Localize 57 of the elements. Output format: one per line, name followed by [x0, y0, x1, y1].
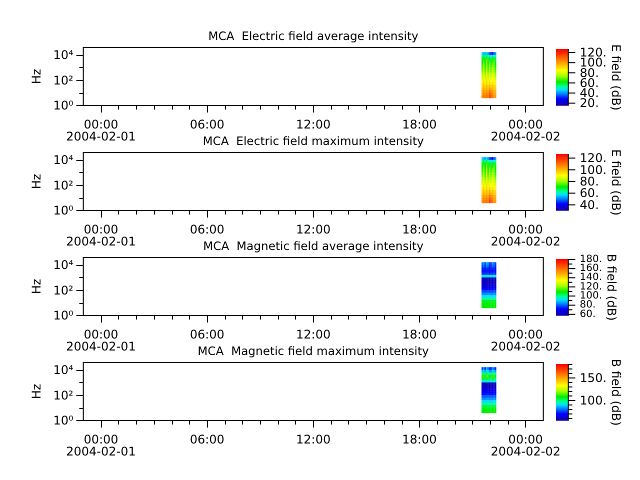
color-bar-label: 140.	[580, 272, 602, 284]
y-tick-label: 10⁰	[53, 204, 74, 218]
x-tick-label: 00:00 2004-02-02	[490, 328, 560, 354]
x-tick-label: 06:00	[190, 328, 224, 342]
y-tick-label: 10⁰	[53, 414, 74, 428]
color-bar-label: 60.	[580, 186, 599, 200]
chart-title: MCA Magnetic field maximum intensity	[198, 344, 430, 358]
color-bar-title: E field (dB)	[609, 44, 624, 111]
chart-title: MCA Magnetic field average intensity	[203, 239, 424, 254]
color-bar-label: 60.	[580, 308, 596, 320]
y-tick-label: 10⁴	[53, 153, 74, 168]
color-bar-title: B field (dB)	[609, 358, 624, 426]
y-axis-title: Hz	[29, 68, 44, 84]
x-tick-label: 06:00	[190, 432, 224, 446]
color-bar-label: 40.	[580, 198, 599, 212]
x-tick-label: 06:00	[190, 222, 224, 236]
color-bar-label: 80.	[580, 300, 596, 311]
y-tick-label: 10⁰	[53, 308, 74, 322]
x-tick-label: 06:00	[190, 118, 224, 132]
x-tick-label: 18:00	[402, 432, 437, 446]
color-bar-label: 20.	[580, 96, 599, 110]
chart-title: MCA Electric field average intensity	[208, 29, 419, 44]
x-tick-label: 00:00 2004-02-02	[490, 432, 560, 458]
y-axis-title: Hz	[29, 384, 44, 400]
x-tick-label: 12:00	[296, 118, 331, 132]
y-tick-label: 10²	[53, 178, 74, 192]
color-bar-label: 150.	[580, 370, 607, 385]
color-bar-label: 120.	[580, 281, 602, 292]
x-tick-label: 00:00 2004-02-01	[66, 432, 136, 458]
color-bar-label: 100.	[580, 393, 607, 408]
x-tick-label: 12:00	[296, 432, 331, 446]
y-tick-label: 10⁴	[53, 363, 74, 378]
x-tick-label: 00:00 2004-02-01	[66, 222, 136, 248]
x-tick-label: 00:00 2004-02-01	[66, 118, 136, 144]
color-bar-title: B field (dB)	[604, 254, 619, 321]
x-tick-label: 18:00	[402, 328, 437, 342]
y-tick-label: 10⁰	[53, 98, 74, 112]
y-tick-label: 10²	[53, 73, 74, 88]
color-bar-label: 180.	[580, 254, 602, 265]
x-tick-label: 18:00	[402, 222, 437, 236]
chart-title: MCA Electric field maximum intensity	[202, 134, 424, 148]
x-tick-label: 00:00 2004-02-02	[490, 118, 560, 144]
x-tick-label: 00:00 2004-02-02	[490, 222, 560, 248]
x-tick-label: 00:00 2004-02-01	[66, 328, 136, 354]
y-tick-label: 10⁴	[53, 258, 74, 272]
color-bar-label: 120.	[580, 151, 607, 166]
y-tick-label: 10²	[53, 283, 74, 298]
x-tick-label: 18:00	[402, 118, 437, 132]
y-axis-title: Hz	[29, 174, 44, 190]
y-axis-title: Hz	[29, 278, 44, 294]
x-tick-label: 12:00	[296, 328, 331, 342]
x-tick-label: 12:00	[296, 222, 331, 236]
y-tick-label: 10²	[53, 388, 74, 402]
color-bar-title: E field (dB)	[609, 149, 624, 216]
color-bar-label: 100.	[580, 162, 607, 177]
y-tick-label: 10⁴	[53, 48, 74, 62]
color-bar-label: 80.	[580, 174, 599, 188]
